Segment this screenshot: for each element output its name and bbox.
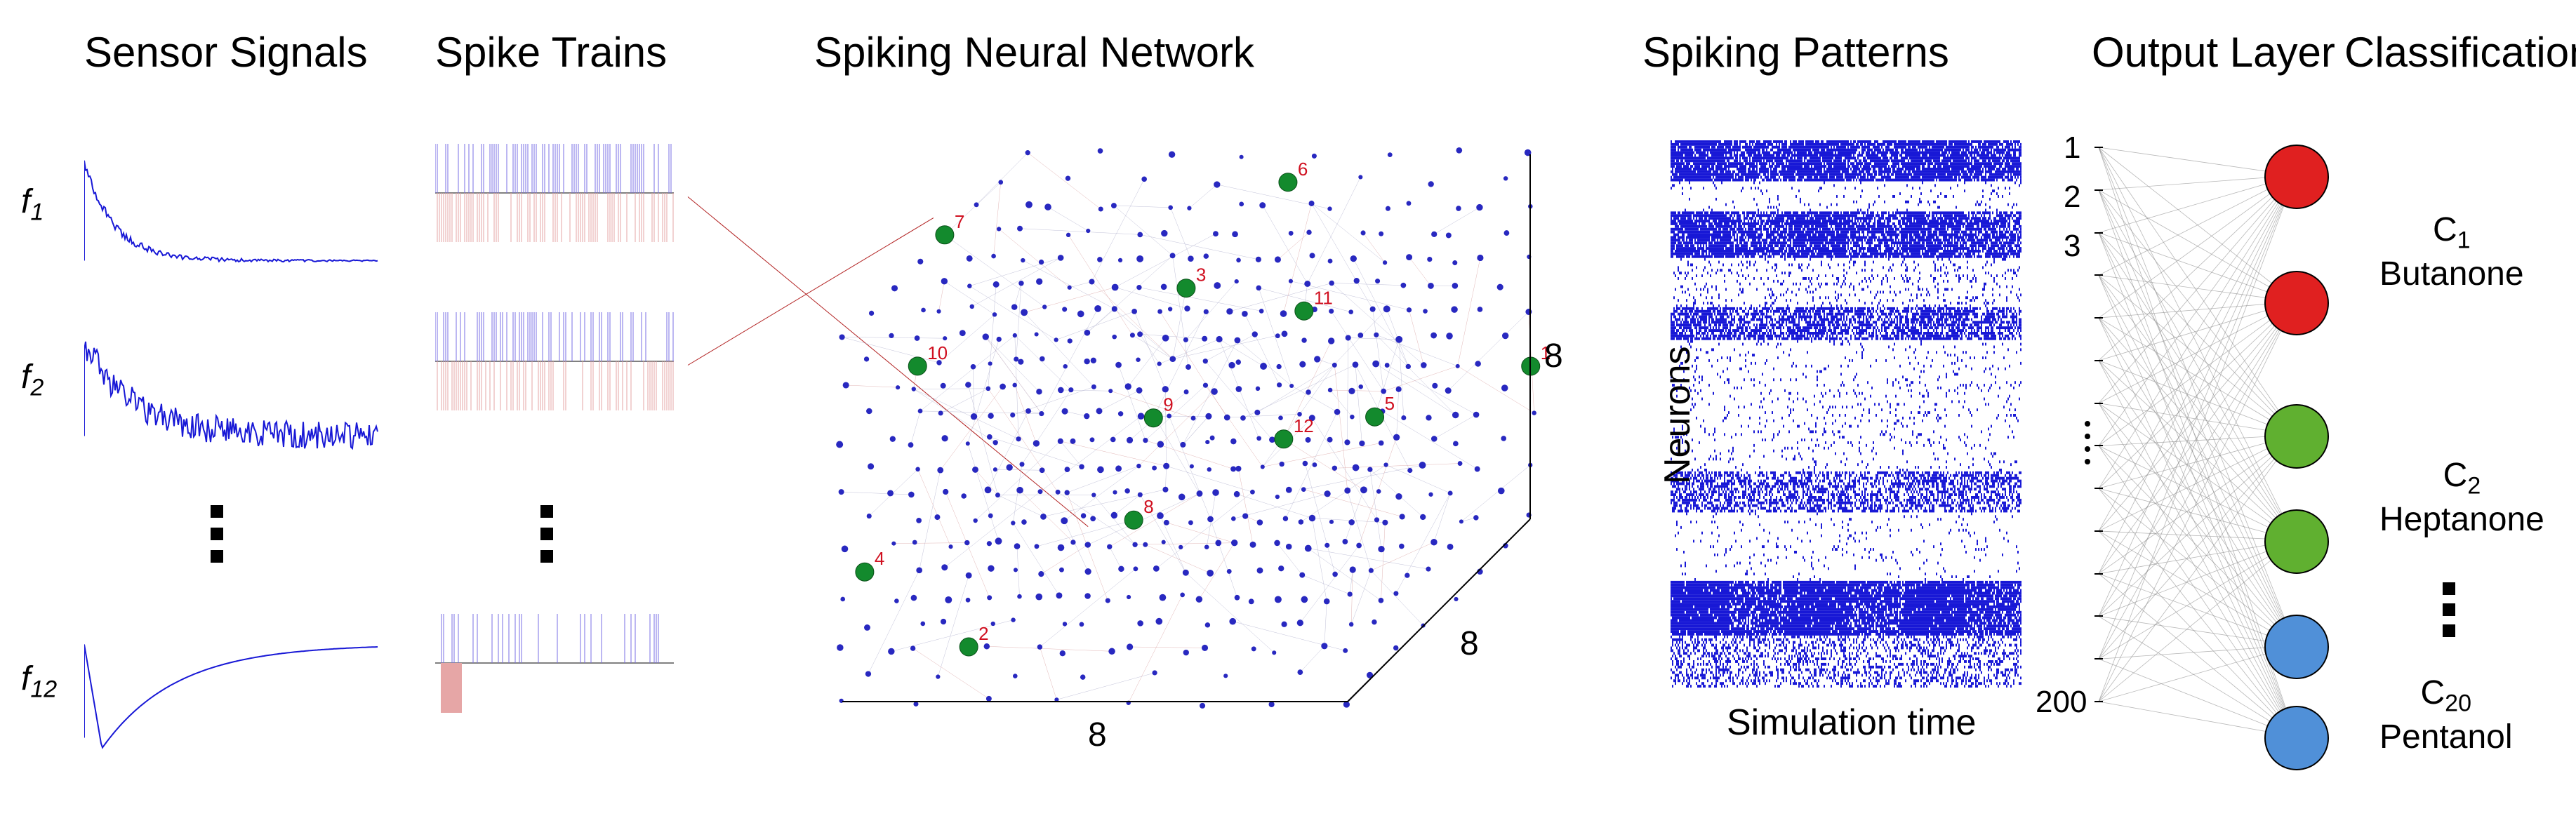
svg-text:6: 6: [1298, 159, 1308, 180]
svg-text:9: 9: [1163, 394, 1173, 415]
raster-ylabel: Neurons: [1657, 346, 1699, 484]
ellipsis-dot: [540, 528, 553, 540]
output-node: [2264, 404, 2329, 469]
output-left-tick: [2094, 445, 2103, 446]
output-left-index: 200: [2036, 685, 2087, 720]
sensor-signal-plot: [84, 323, 379, 456]
spike-train: [435, 610, 674, 716]
ellipsis-dot: [2085, 459, 2090, 464]
ellipsis-dot: [2085, 421, 2090, 427]
output-left-index: 2: [2064, 180, 2080, 215]
snn-cube: 123456789101112: [800, 126, 1572, 786]
svg-text:11: 11: [1314, 287, 1333, 308]
output-left-tick: [2094, 573, 2103, 575]
signal-label: f2: [21, 358, 44, 402]
output-left-tick: [2094, 701, 2103, 702]
svg-text:5: 5: [1385, 393, 1395, 414]
section-title-signals: Sensor Signals: [84, 28, 368, 76]
class-label: C1Butanone: [2379, 210, 2524, 293]
class-label: C2Heptanone: [2379, 456, 2544, 539]
output-left-tick: [2094, 403, 2103, 404]
ellipsis-dot: [211, 505, 223, 518]
sensor-signal-plot: [84, 147, 379, 281]
ellipsis-dot: [2085, 446, 2090, 452]
sensor-signal-plot: [84, 624, 379, 758]
ellipsis-dot: [2085, 434, 2090, 439]
ellipsis-dot: [540, 550, 553, 563]
snn-pipeline-figure: Sensor Signals Spike Trains Spiking Neural…: [0, 0, 2576, 837]
output-node: [2264, 145, 2329, 209]
signal-label: f1: [21, 182, 44, 227]
spike-train: [435, 309, 674, 414]
output-node: [2264, 706, 2329, 770]
output-left-tick: [2094, 274, 2103, 276]
ellipsis-dot: [540, 505, 553, 518]
output-left-index: 3: [2064, 229, 2080, 264]
section-title-classif: Classification: [2344, 28, 2576, 76]
output-node: [2264, 615, 2329, 679]
output-left-index: 1: [2064, 130, 2080, 166]
svg-text:10: 10: [927, 342, 948, 363]
output-left-tick: [2094, 360, 2103, 361]
output-node: [2264, 271, 2329, 335]
snn-dim-label: 8: [1460, 624, 1479, 663]
svg-text:8: 8: [1143, 496, 1153, 517]
class-label: C20Pentanol: [2379, 674, 2513, 756]
output-node: [2264, 509, 2329, 574]
section-title-patterns: Spiking Patterns: [1642, 28, 1949, 76]
output-left-tick: [2094, 615, 2103, 617]
ellipsis-dot: [211, 550, 223, 563]
snn-dim-label: 8: [1544, 337, 1563, 375]
output-left-tick: [2094, 189, 2103, 191]
svg-text:12: 12: [1294, 415, 1314, 436]
output-left-tick: [2094, 147, 2103, 148]
svg-text:4: 4: [875, 548, 884, 569]
section-title-snn: Spiking Neural Network: [814, 28, 1254, 76]
ellipsis-dot: [2443, 624, 2455, 637]
spike-train: [435, 140, 674, 246]
raster-xlabel: Simulation time: [1727, 702, 1976, 744]
output-left-tick: [2094, 317, 2103, 319]
spike-raster: [1671, 140, 2021, 688]
ellipsis-dot: [2443, 603, 2455, 616]
output-left-tick: [2094, 658, 2103, 659]
section-title-output: Output Layer: [2092, 28, 2335, 76]
output-left-tick: [2094, 530, 2103, 532]
section-title-trains: Spike Trains: [435, 28, 667, 76]
output-left-tick: [2094, 488, 2103, 489]
signal-label: f12: [21, 659, 57, 704]
svg-text:3: 3: [1196, 265, 1206, 286]
output-left-tick: [2094, 232, 2103, 234]
snn-dim-label: 8: [1088, 716, 1107, 754]
ellipsis-dot: [211, 528, 223, 540]
svg-text:7: 7: [955, 211, 964, 232]
ellipsis-dot: [2443, 582, 2455, 595]
svg-text:2: 2: [978, 623, 988, 644]
